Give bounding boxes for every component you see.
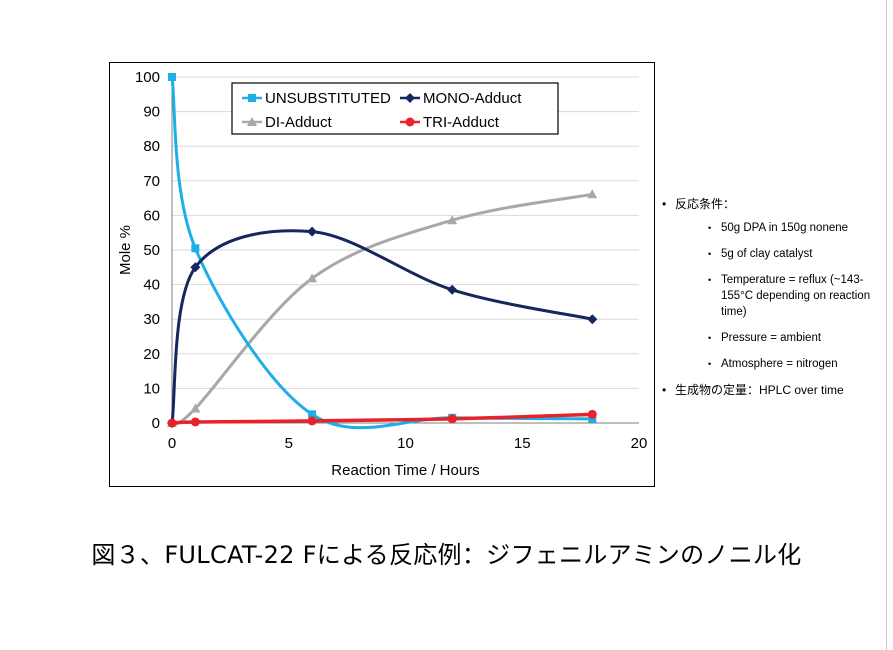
tri-adduct-point [167, 418, 177, 428]
x-tick-label: 5 [285, 435, 293, 452]
slide-edge [886, 0, 887, 650]
legend-marker-unsubstituted [248, 94, 256, 102]
y-tick-label: 80 [143, 138, 160, 155]
y-tick-label: 10 [143, 380, 160, 397]
y-tick-label: 20 [143, 346, 160, 363]
tri-adduct-point [587, 409, 597, 419]
condition-item: Atmosphere = nitrogen [708, 356, 884, 372]
legend-label: MONO-Adduct [423, 90, 522, 107]
di-adduct-point [587, 189, 598, 199]
unsubstituted-point [191, 244, 200, 253]
y-tick-label: 50 [143, 242, 160, 259]
unsubstituted-point [308, 410, 317, 419]
legend-box [231, 82, 559, 135]
tri-adduct-point [307, 416, 317, 426]
y-tick-label: 60 [143, 207, 160, 224]
y-tick-label: 70 [143, 173, 160, 190]
tri-adduct-point [190, 417, 200, 427]
y-tick-label: 90 [143, 104, 160, 121]
mono-adduct-point [587, 314, 598, 325]
x-tick-label: 0 [168, 435, 176, 452]
chart-frame: 0 10 20 30 40 50 60 70 80 90 100 0 5 10 15 20 Reaction T… [109, 62, 655, 487]
x-tick-label: 20 [631, 435, 648, 452]
y-tick-label: 30 [143, 311, 160, 328]
y-axis-label: Mole % [117, 225, 134, 275]
conditions-heading: 反応条件： [662, 196, 884, 212]
condition-item: 50g DPA in 150g nonene [708, 220, 884, 236]
y-tick-label: 40 [143, 277, 160, 294]
condition-item: 5g of clay catalyst [708, 246, 884, 262]
di-adduct-point [307, 273, 318, 283]
y-tick-label: 100 [135, 69, 160, 86]
reaction-conditions: 反応条件： 50g DPA in 150g nonene 5g of clay … [662, 196, 884, 406]
legend-marker-tri-adduct [405, 117, 415, 127]
x-axis-label: Reaction Time / Hours [331, 462, 479, 479]
x-tick-label: 15 [514, 435, 531, 452]
mono-adduct-point [307, 226, 318, 237]
legend-label: DI-Adduct [265, 114, 333, 131]
condition-item: Pressure = ambient [708, 330, 884, 346]
legend-marker-di-adduct [247, 117, 257, 126]
analysis-method: 生成物の定量：HPLC over time [662, 382, 884, 398]
mono-adduct-point [447, 284, 458, 295]
di-adduct-point [190, 403, 201, 413]
legend-marker-mono-adduct [405, 93, 415, 103]
legend-label: UNSUBSTITUTED [265, 90, 391, 107]
condition-item: Temperature = reflux (~143-155°C dependi… [708, 272, 884, 320]
mono-adduct-point [190, 262, 201, 273]
tri-adduct-point [447, 414, 457, 424]
x-tick-label: 10 [397, 435, 414, 452]
unsubstituted-point [168, 73, 176, 81]
di-adduct-point [447, 215, 458, 225]
y-tick-label: 0 [152, 415, 160, 432]
figure-caption: 図３、FULCAT-22 Fによる反応例：ジフェニルアミンのノニル化 [91, 541, 802, 569]
legend-label: TRI-Adduct [423, 114, 500, 131]
line-chart: 0 10 20 30 40 50 60 70 80 90 100 0 5 10 15 20 Reaction T… [117, 69, 648, 479]
conditions-list: 50g DPA in 150g nonene 5g of clay cataly… [662, 220, 884, 372]
